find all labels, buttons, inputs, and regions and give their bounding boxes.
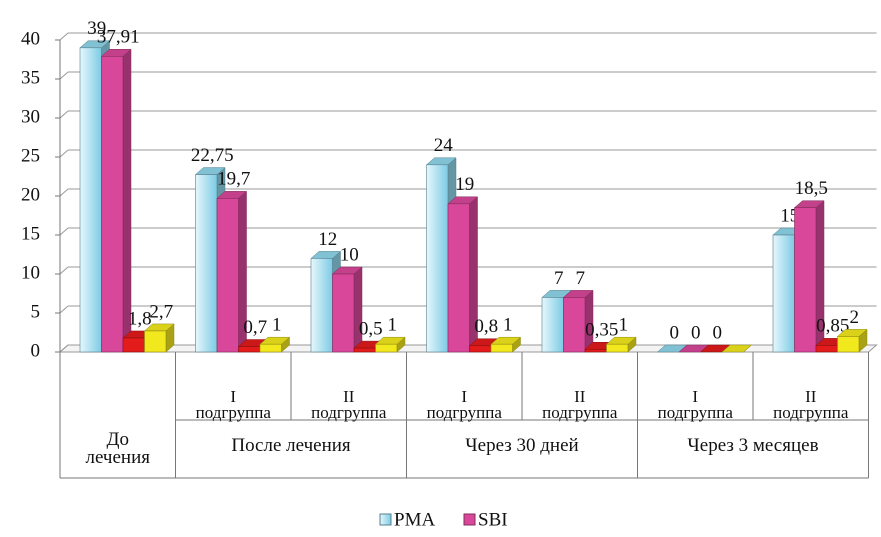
grid-wall xyxy=(59,110,69,119)
data-label: 39 xyxy=(87,18,106,39)
x-tick-label: II подгруппа xyxy=(311,387,387,422)
bar xyxy=(101,56,124,353)
bar xyxy=(79,47,102,353)
group-label: До лечения xyxy=(85,429,150,468)
grid-wall xyxy=(59,266,69,275)
grid-wall xyxy=(59,344,69,353)
x-tick-label: I подгруппа xyxy=(426,387,502,422)
data-label: 0 xyxy=(691,322,701,343)
bar xyxy=(541,297,564,353)
grid-wall xyxy=(59,32,69,41)
y-tick-label: 0 xyxy=(31,340,41,361)
data-label: 1,8 xyxy=(128,308,152,329)
x-tick-label: I подгруппа xyxy=(657,387,733,422)
data-label: 2,7 xyxy=(149,301,173,322)
data-label: 0,5 xyxy=(359,318,383,339)
data-label: 0,85 xyxy=(816,316,849,337)
y-tick-label: 40 xyxy=(21,28,40,49)
bar xyxy=(794,207,817,353)
data-label: 1 xyxy=(388,315,398,336)
data-label: 24 xyxy=(434,135,454,156)
y-tick-label: 15 xyxy=(21,223,40,244)
x-tick-label: II подгруппа xyxy=(542,387,618,422)
data-label: 18,5 xyxy=(795,178,828,199)
bar xyxy=(426,164,449,353)
data-label: 1 xyxy=(619,315,629,336)
bar xyxy=(310,258,333,353)
y-tick-label: 25 xyxy=(21,145,40,166)
group-label: Через 30 дней xyxy=(465,435,579,456)
data-label: 0,8 xyxy=(474,316,498,337)
data-label: 12 xyxy=(318,229,337,250)
legend-label: PMA xyxy=(394,509,435,530)
grid-wall xyxy=(59,227,69,236)
y-tick-label: 10 xyxy=(21,262,40,283)
bar xyxy=(606,343,629,353)
data-label: 2 xyxy=(850,307,860,328)
data-label: 0 xyxy=(713,322,723,343)
data-label: 0,7 xyxy=(243,317,267,338)
bar xyxy=(144,330,167,353)
data-label: 19 xyxy=(455,174,474,195)
bar xyxy=(490,343,513,353)
bar-top xyxy=(721,344,753,353)
bar xyxy=(216,198,239,353)
bar xyxy=(332,273,355,353)
bar xyxy=(815,345,838,353)
bar xyxy=(375,343,398,353)
bar xyxy=(238,346,261,353)
grid-wall xyxy=(59,305,69,314)
data-label: 37,91 xyxy=(97,27,140,48)
data-label: 19,7 xyxy=(217,169,250,190)
y-tick-label: 20 xyxy=(21,184,40,205)
y-tick-label: 5 xyxy=(31,301,41,322)
x-tick-label: I подгруппа xyxy=(195,387,271,422)
bar xyxy=(447,203,470,353)
bar xyxy=(353,347,376,353)
legend-label: SBI xyxy=(478,509,508,530)
group-label: Через 3 месяцев xyxy=(687,435,819,456)
bar xyxy=(563,297,586,353)
bar xyxy=(195,174,218,353)
data-label: 0 xyxy=(670,322,680,343)
bar xyxy=(469,345,492,353)
grid-wall xyxy=(59,149,69,158)
legend-swatch xyxy=(463,513,476,526)
data-label: 10 xyxy=(340,244,359,265)
data-label: 1 xyxy=(503,315,513,336)
data-label: 7 xyxy=(554,268,564,289)
data-label: 1 xyxy=(272,315,282,336)
data-label: 7 xyxy=(576,268,586,289)
data-label: 22,75 xyxy=(191,145,234,166)
bar xyxy=(122,337,145,353)
bar xyxy=(772,234,795,353)
grid-wall xyxy=(59,71,69,80)
legend-swatch xyxy=(379,513,392,526)
y-tick-label: 35 xyxy=(21,67,40,88)
data-label: 0,35 xyxy=(585,320,618,341)
bar xyxy=(837,336,860,353)
bar xyxy=(584,348,607,353)
bar-side xyxy=(122,48,132,353)
x-tick-label: II подгруппа xyxy=(773,387,849,422)
bar xyxy=(259,343,282,353)
group-label: После лечения xyxy=(231,435,351,456)
y-tick-label: 30 xyxy=(21,106,40,127)
grid-wall xyxy=(59,188,69,197)
